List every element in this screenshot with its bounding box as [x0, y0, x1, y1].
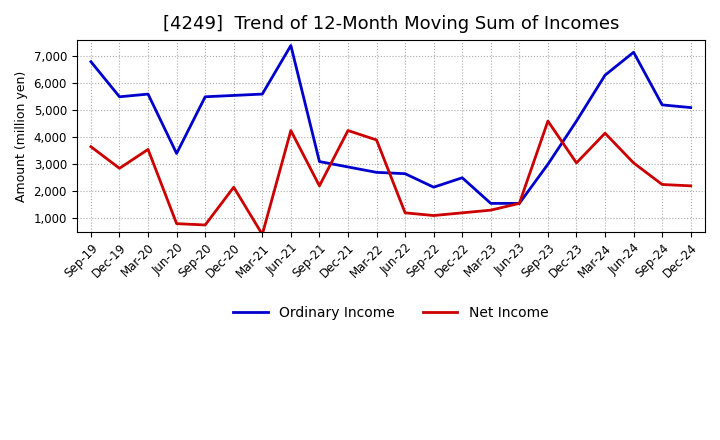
Net Income — [629, 160, 638, 165]
Net Income — [343, 128, 352, 133]
Net Income — [544, 118, 552, 124]
Ordinary Income — [544, 161, 552, 167]
Ordinary Income — [230, 93, 238, 98]
Ordinary Income — [629, 50, 638, 55]
Line: Ordinary Income: Ordinary Income — [91, 45, 690, 203]
Ordinary Income — [600, 73, 609, 78]
Ordinary Income — [115, 94, 124, 99]
Ordinary Income — [144, 92, 153, 97]
Ordinary Income — [515, 201, 523, 206]
Net Income — [86, 144, 95, 149]
Legend: Ordinary Income, Net Income: Ordinary Income, Net Income — [228, 300, 554, 325]
Title: [4249]  Trend of 12-Month Moving Sum of Incomes: [4249] Trend of 12-Month Moving Sum of I… — [163, 15, 619, 33]
Net Income — [658, 182, 667, 187]
Ordinary Income — [458, 175, 467, 180]
Net Income — [172, 221, 181, 226]
Ordinary Income — [258, 92, 266, 97]
Ordinary Income — [572, 118, 581, 124]
Net Income — [686, 183, 695, 188]
Net Income — [372, 137, 381, 143]
Ordinary Income — [287, 43, 295, 48]
Ordinary Income — [686, 105, 695, 110]
Net Income — [515, 201, 523, 206]
Ordinary Income — [172, 151, 181, 156]
Ordinary Income — [86, 59, 95, 64]
Y-axis label: Amount (million yen): Amount (million yen) — [15, 70, 28, 202]
Line: Net Income: Net Income — [91, 121, 690, 235]
Ordinary Income — [401, 171, 410, 176]
Ordinary Income — [658, 102, 667, 107]
Net Income — [230, 184, 238, 190]
Ordinary Income — [201, 94, 210, 99]
Net Income — [315, 183, 324, 188]
Ordinary Income — [487, 201, 495, 206]
Net Income — [144, 147, 153, 152]
Net Income — [487, 208, 495, 213]
Net Income — [258, 232, 266, 237]
Net Income — [458, 210, 467, 216]
Ordinary Income — [372, 170, 381, 175]
Net Income — [429, 213, 438, 218]
Net Income — [600, 131, 609, 136]
Ordinary Income — [343, 164, 352, 169]
Net Income — [287, 128, 295, 133]
Net Income — [572, 160, 581, 165]
Ordinary Income — [315, 159, 324, 164]
Net Income — [201, 222, 210, 227]
Net Income — [401, 210, 410, 216]
Net Income — [115, 166, 124, 171]
Ordinary Income — [429, 184, 438, 190]
